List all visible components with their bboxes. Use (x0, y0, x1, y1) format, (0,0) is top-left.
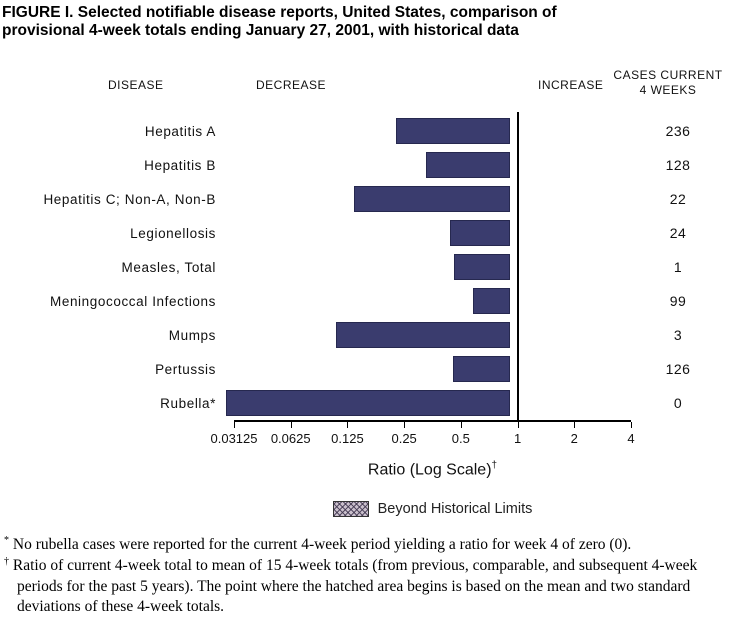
disease-label: Hepatitis A (144, 123, 216, 139)
axis-tick (517, 422, 519, 428)
ratio-bar (452, 356, 510, 382)
decrease-column-header: DECREASE (256, 78, 327, 92)
ratio-bar (473, 288, 510, 314)
disease-label: Hepatitis B (144, 157, 216, 173)
axis-tick (574, 422, 576, 428)
chart-row: Meningococcal Infections 99 (0, 284, 749, 318)
axis-tick (290, 422, 292, 428)
axis-tick (404, 422, 406, 428)
axis-tick-label: 0.125 (331, 431, 364, 446)
ratio-bar (226, 390, 510, 416)
cases-value: 1 (673, 259, 683, 275)
bar-track (226, 114, 623, 148)
x-axis-label: Ratio (Log Scale)† (234, 460, 631, 479)
x-axis-label-dagger: † (491, 460, 498, 471)
increase-column-header: INCREASE (538, 78, 604, 92)
axis-tick-label: 2 (570, 431, 578, 446)
disease-label: Hepatitis C; Non-A, Non-B (43, 191, 216, 207)
bar-track (226, 250, 623, 284)
hatched-swatch-icon (332, 501, 369, 517)
chart-row: Hepatitis C; Non-A, Non-B 22 (0, 182, 749, 216)
footnote-rubella: * No rubella cases were reported for the… (4, 534, 746, 555)
footnote-ratio-text: Ratio of current 4-week total to mean of… (12, 557, 698, 615)
cases-header-line1: CASES CURRENT (613, 68, 723, 82)
axis-tick (631, 422, 632, 428)
axis-tick-label: 0.25 (391, 431, 417, 446)
cases-column-header: CASES CURRENT 4 WEEKS (608, 68, 728, 98)
x-axis-label-text: Ratio (Log Scale) (367, 461, 492, 479)
axis-tick-label: 1 (513, 431, 522, 446)
cases-value: 0 (673, 395, 683, 411)
chart-row: Hepatitis B 128 (0, 148, 749, 182)
cases-value: 24 (669, 225, 687, 241)
bar-track (226, 182, 623, 216)
ratio-bar (425, 152, 510, 178)
x-axis: 0.03125 0.0625 0.125 0.25 0.5 1 2 4 (211, 420, 635, 452)
legend: Beyond Historical Limits (234, 501, 631, 517)
cases-value: 99 (669, 293, 687, 309)
cases-value: 128 (665, 157, 691, 173)
legend-label: Beyond Historical Limits (377, 501, 533, 517)
chart-rows: Hepatitis A 236 Hepatitis B 128 Hepatitis C;… (0, 114, 749, 420)
bar-track (226, 386, 623, 420)
ratio-bar (354, 186, 510, 212)
ratio-bar (449, 220, 510, 246)
axis-tick (234, 422, 235, 428)
axis-tick-label: 0.5 (451, 431, 470, 446)
axis-tick (460, 422, 462, 428)
axis-tick-label: 0.03125 (210, 431, 258, 446)
cases-value: 126 (665, 361, 691, 377)
bar-track (226, 352, 623, 386)
axis-tick-label: 0.0625 (270, 431, 311, 446)
disease-label: Rubella* (160, 395, 216, 411)
disease-label: Pertussis (155, 361, 216, 377)
bar-track (226, 284, 623, 318)
figure-title: FIGURE I. Selected notifiable disease re… (2, 4, 557, 40)
bar-track (226, 216, 623, 250)
axis-tick-label: 4 (627, 431, 635, 446)
disease-column-header: DISEASE (108, 78, 164, 92)
disease-label: Legionellosis (130, 225, 216, 241)
chart-row: Hepatitis A 236 (0, 114, 749, 148)
axis-tick (347, 422, 349, 428)
chart-row: Rubella* 0 (0, 386, 749, 420)
footnote-rubella-marker: * (4, 535, 9, 546)
disease-label: Mumps (168, 327, 216, 343)
ratio-bar (396, 118, 510, 144)
footnotes: * No rubella cases were reported for the… (4, 534, 746, 617)
cases-value: 236 (665, 123, 691, 139)
disease-label: Measles, Total (121, 259, 216, 275)
footnote-ratio: † Ratio of current 4-week total to mean … (4, 555, 746, 617)
ratio-bar (336, 322, 510, 348)
chart-row: Measles, Total 1 (0, 250, 749, 284)
bar-track (226, 148, 623, 182)
cases-header-line2: 4 WEEKS (639, 83, 697, 97)
chart-row: Legionellosis 24 (0, 216, 749, 250)
cases-value: 3 (673, 327, 683, 343)
bar-track (226, 318, 623, 352)
chart-row: Mumps 3 (0, 318, 749, 352)
cases-value: 22 (669, 191, 687, 207)
footnote-rubella-text: No rubella cases were reported for the c… (12, 536, 632, 554)
ratio-bar (454, 254, 510, 280)
disease-label: Meningococcal Infections (50, 293, 216, 309)
chart-row: Pertussis 126 (0, 352, 749, 386)
footnote-ratio-marker: † (4, 556, 9, 568)
